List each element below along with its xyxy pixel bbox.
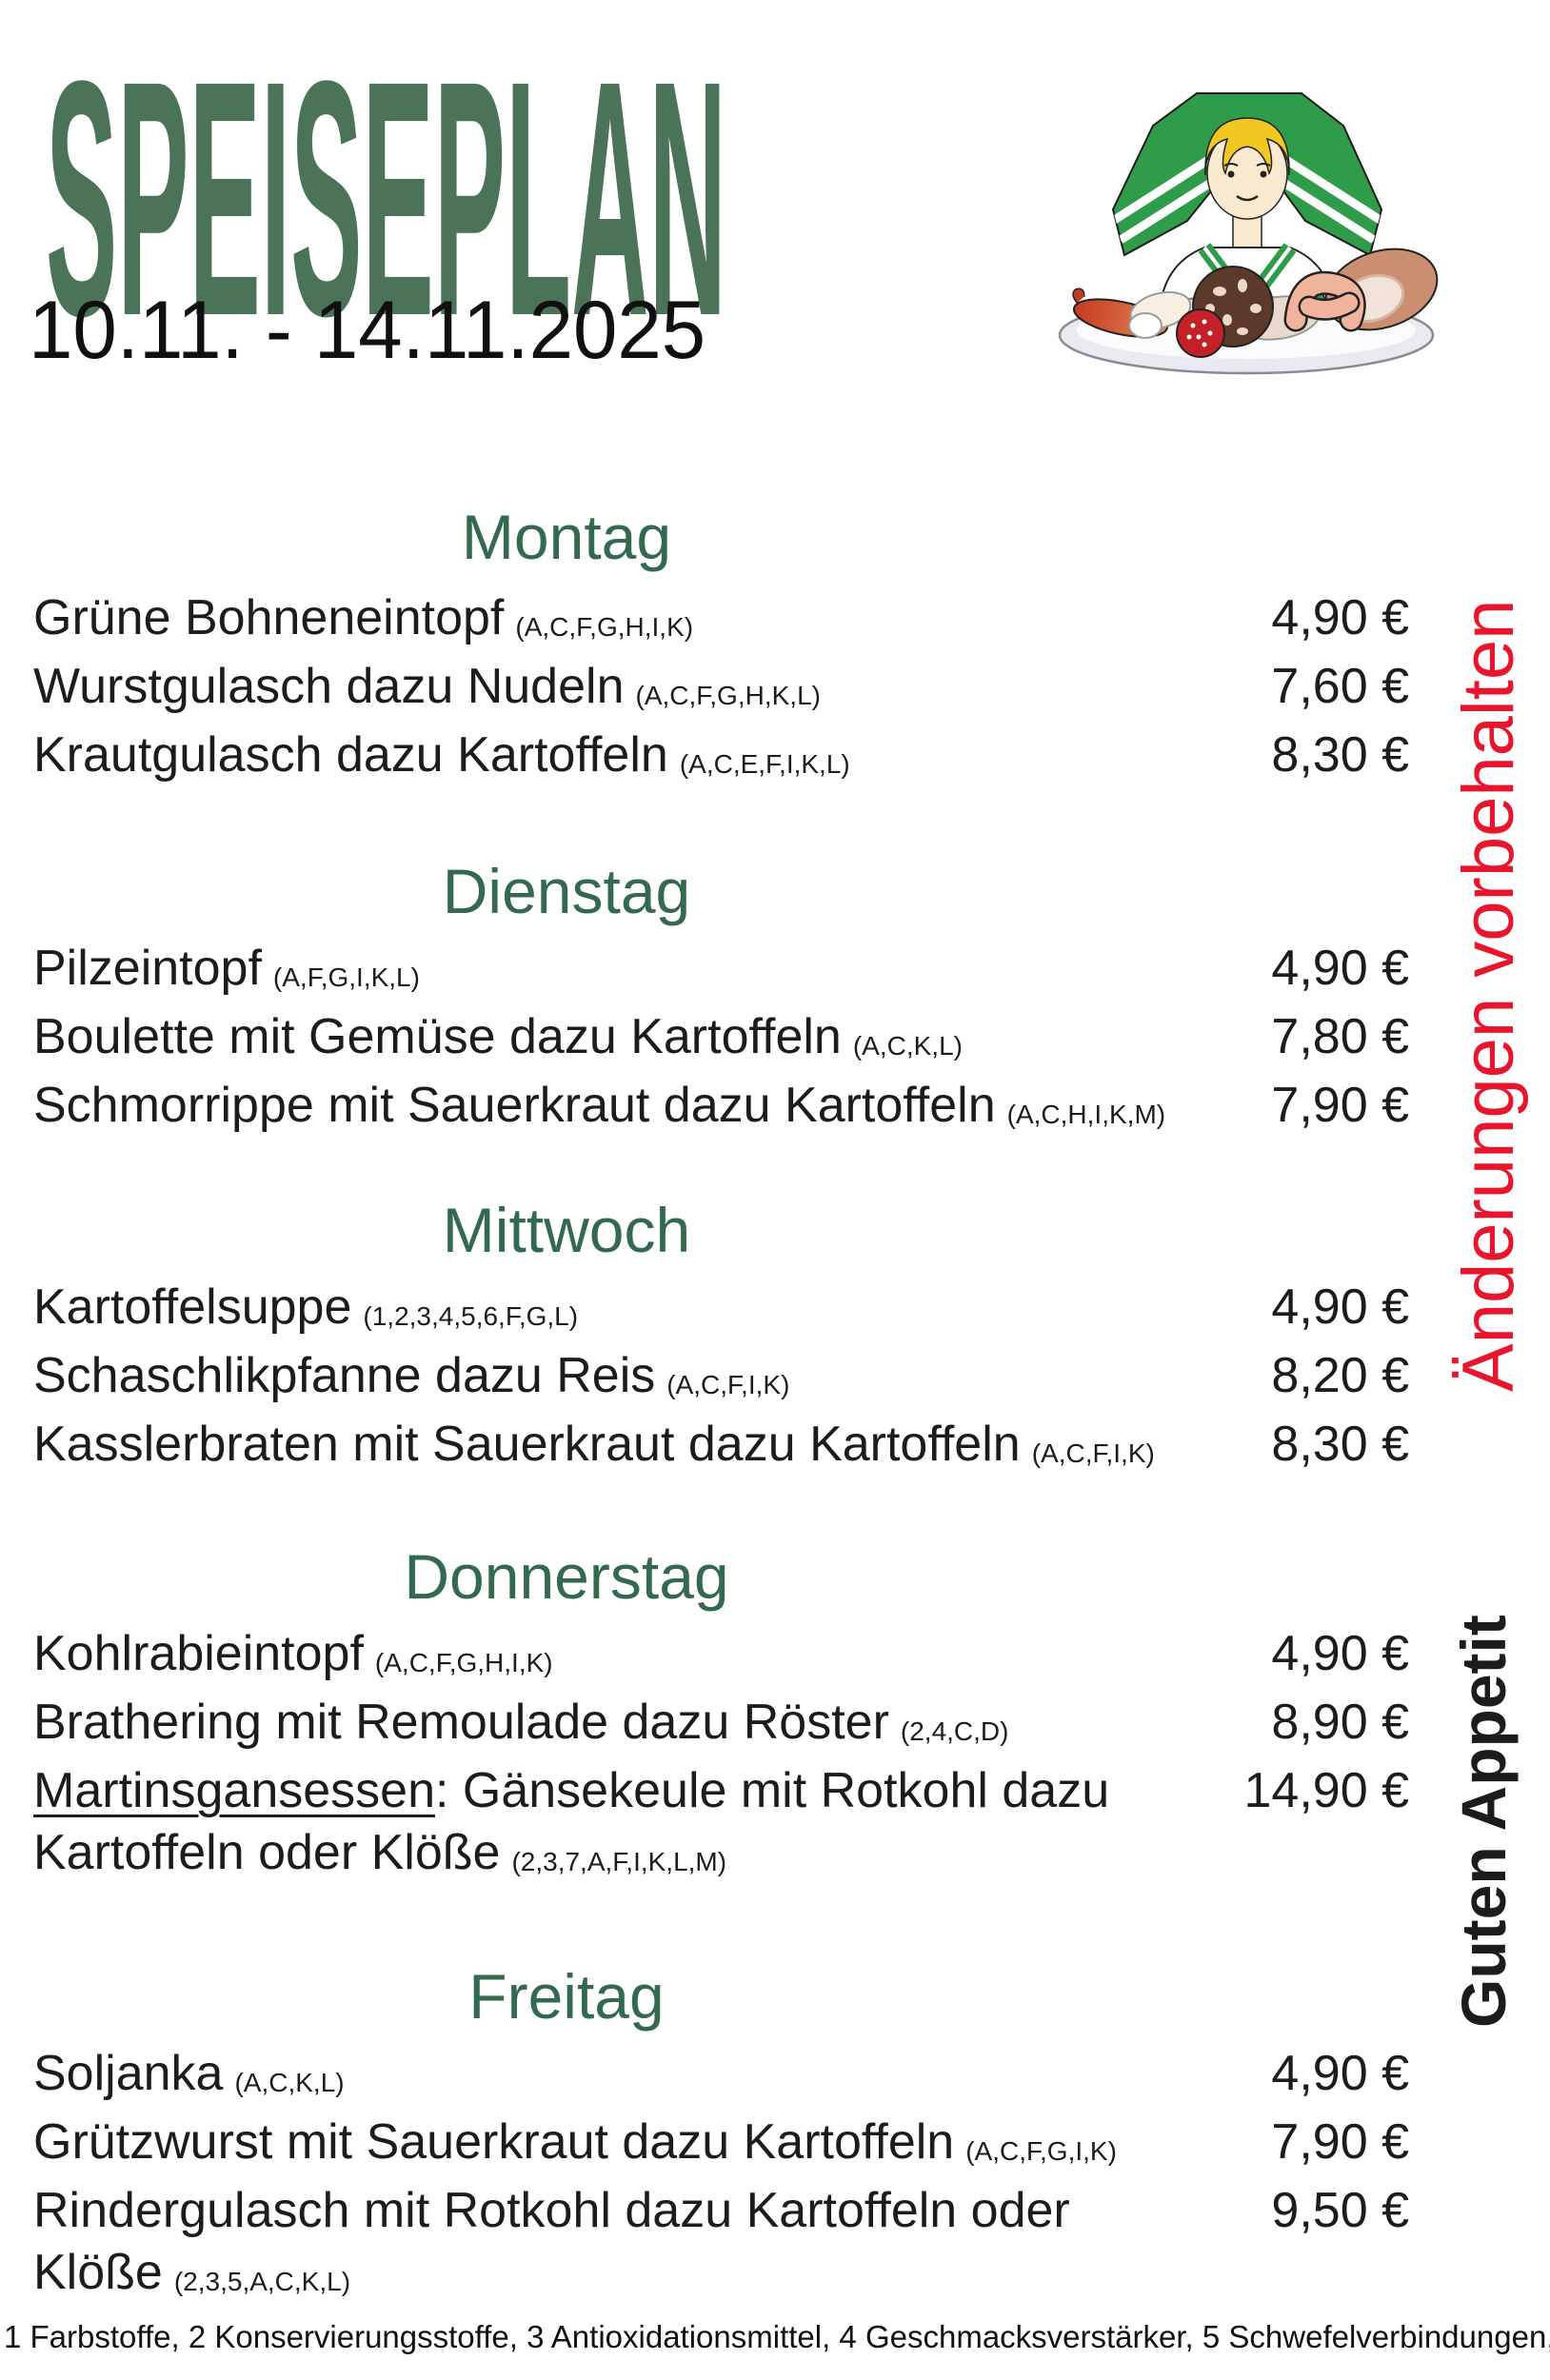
day-section-freitag: Freitag Soljanka (A,C,K,L) 4,90 € Grützwu… — [33, 1959, 1409, 2311]
dish-line-1: Rindergulasch mit Rotkohl dazu Kartoffel… — [33, 2180, 1409, 2242]
dish-name: Grüne Bohneneintopf — [33, 590, 505, 645]
egg — [1128, 312, 1162, 339]
dish-line-2: Kartoffeln oder Klöße (2,3,7,A,F,I,K,L,M) — [33, 1822, 1409, 1891]
dish-name: Kohlrabieintopf — [33, 1626, 364, 1681]
price: 4,90 € — [1271, 941, 1409, 996]
day-section-dienstag: Dienstag Pilzeintopf (A,F,G,I,K,L) 4,90 €… — [33, 854, 1409, 1143]
menu-item: Kasslerbraten mit Sauerkraut dazu Kartof… — [33, 1414, 1409, 1482]
menu-item: Grüne Bohneneintopf (A,C,F,G,H,I,K) 4,90 … — [33, 587, 1409, 656]
salami-fat-dots — [1186, 319, 1213, 347]
menu-item: Wurstgulasch dazu Nudeln (A,C,F,G,H,K,L) … — [33, 656, 1409, 724]
date-range: 10.11. - 14.11.2025 — [29, 285, 706, 376]
menu-item: Soljanka (A,C,K,L) 4,90 € — [33, 2043, 1409, 2112]
menu-item: Boulette mit Gemüse dazu Kartoffeln (A,C,… — [33, 1006, 1409, 1075]
dish-name: Pilzeintopf — [33, 941, 262, 996]
additives-legend: 1 Farbstoffe, 2 Konservierungsstoffe, 3 … — [4, 2319, 1550, 2354]
allergen-codes: (A,C,F,G,H,K,L) — [635, 681, 821, 710]
price: 8,20 € — [1271, 1348, 1409, 1403]
price: 8,30 € — [1271, 1417, 1409, 1472]
allergen-codes: (2,3,7,A,F,I,K,L,M) — [511, 1847, 727, 1876]
menu-item-two-lines: Rindergulasch mit Rotkohl dazu Kartoffel… — [33, 2180, 1409, 2311]
dish-name-underlined: Martinsgansessen — [33, 1763, 435, 1818]
allergen-codes: (A,C,E,F,I,K,L) — [679, 749, 850, 779]
allergen-codes: (A,C,F,I,K) — [666, 1370, 790, 1399]
menu-item: Brathering mit Remoulade dazu Röster (2,4… — [33, 1692, 1409, 1760]
allergen-codes: (A,C,H,I,K,M) — [1006, 1100, 1166, 1129]
price: 4,90 € — [1271, 1626, 1409, 1681]
page-title-art: SPEISEPLAN — [46, 11, 726, 386]
left-eye — [1227, 170, 1235, 178]
menu-item: Schmorrippe mit Sauerkraut dazu Kartoffe… — [33, 1075, 1409, 1143]
salami — [1176, 308, 1225, 358]
dish-name: Wurstgulasch dazu Nudeln — [33, 659, 625, 714]
right-eye — [1260, 170, 1267, 178]
allergen-codes: (A,C,F,I,K) — [1031, 1438, 1155, 1468]
allergen-codes: (A,C,F,G,H,I,K) — [374, 1648, 553, 1677]
blood-sausage-spots — [1205, 279, 1262, 335]
menu-item-two-lines: Martinsgansessen: Gänsekeule mit Rotkohl… — [33, 1760, 1409, 1891]
dish-name: Schaschlikpfanne dazu Reis — [33, 1348, 656, 1403]
menu: Montag Grüne Bohneneintopf (A,C,F,G,H,I,K… — [33, 481, 1409, 2311]
menu-item: Kohlrabieintopf (A,C,F,G,H,I,K) 4,90 € — [33, 1623, 1409, 1692]
price: 7,90 € — [1271, 1078, 1409, 1133]
day-heading: Donnerstag — [404, 1541, 729, 1612]
price: 4,90 € — [1271, 590, 1409, 645]
dish-name: Grützwurst mit Sauerkraut dazu Kartoffel… — [33, 2114, 955, 2170]
price: 8,30 € — [1271, 727, 1409, 783]
day-section-montag: Montag Grüne Bohneneintopf (A,C,F,G,H,I,K… — [33, 500, 1409, 793]
dish-name: Klöße — [33, 2245, 163, 2300]
dish-line-1: Martinsgansessen: Gänsekeule mit Rotkohl… — [33, 1760, 1409, 1822]
headscarf-stripes — [1113, 156, 1381, 244]
allergen-codes: (2,4,C,D) — [900, 1716, 1009, 1746]
allergen-codes: (A,C,K,L) — [852, 1031, 963, 1061]
day-heading: Montag — [461, 502, 672, 572]
allergen-codes: (A,F,G,I,K,L) — [272, 962, 420, 992]
price: 7,60 € — [1271, 659, 1409, 714]
price: 4,90 € — [1271, 2046, 1409, 2101]
page-title: SPEISEPLAN — [46, 11, 726, 386]
dish-line-2: Klöße (2,3,5,A,C,K,L) — [33, 2242, 1409, 2311]
changes-note: Änderungen vorbehalten — [1448, 599, 1529, 1392]
day-heading: Freitag — [468, 1961, 665, 2032]
left-eyebrow — [1223, 163, 1239, 167]
allergen-codes: (2,3,5,A,C,K,L) — [173, 2267, 351, 2296]
dish-name: : Gänsekeule mit Rotkohl dazu — [435, 1763, 1110, 1818]
dish-name: Kartoffelsuppe — [33, 1279, 352, 1335]
dish-name: Schmorrippe mit Sauerkraut dazu Kartoffe… — [33, 1078, 996, 1133]
dish-name: Soljanka — [33, 2046, 224, 2101]
dish-name: Boulette mit Gemüse dazu Kartoffeln — [33, 1009, 842, 1064]
menu-item: Kartoffelsuppe (1,2,3,4,5,6,F,G,L) 4,90 € — [33, 1277, 1409, 1345]
enjoy-note: Guten Appetit — [1448, 1615, 1519, 2028]
hair — [1204, 117, 1290, 176]
dish-name: Kartoffeln oder Klöße — [33, 1825, 501, 1880]
price: 9,50 € — [1271, 2183, 1409, 2238]
allergen-codes: (A,C,F,G,H,I,K) — [515, 612, 694, 642]
menu-item: Pilzeintopf (A,F,G,I,K,L) 4,90 € — [33, 938, 1409, 1006]
price: 7,90 € — [1271, 2114, 1409, 2170]
price: 14,90 € — [1243, 1763, 1410, 1818]
allergen-codes: (A,C,K,L) — [234, 2068, 345, 2097]
dish-name: Brathering mit Remoulade dazu Röster — [33, 1695, 889, 1750]
mouth — [1236, 194, 1259, 202]
dish-name: Krautgulasch dazu Kartoffeln — [33, 727, 668, 783]
dish-name: Rindergulasch mit Rotkohl dazu Kartoffel… — [33, 2183, 1070, 2238]
ring-sausage — [1283, 270, 1366, 332]
price: 7,80 € — [1271, 1009, 1409, 1064]
allergen-codes: (A,C,F,G,I,K) — [965, 2136, 1117, 2166]
day-heading: Dienstag — [442, 856, 691, 926]
dish-name: Kasslerbraten mit Sauerkraut dazu Kartof… — [33, 1417, 1021, 1472]
menu-item: Grützwurst mit Sauerkraut dazu Kartoffel… — [33, 2112, 1409, 2180]
right-eyebrow — [1256, 163, 1271, 167]
day-heading: Mittwoch — [442, 1195, 691, 1265]
menu-item: Schaschlikpfanne dazu Reis (A,C,F,I,K) 8,… — [33, 1345, 1409, 1414]
day-section-mittwoch: Mittwoch Kartoffelsuppe (1,2,3,4,5,6,F,G,… — [33, 1193, 1409, 1482]
price: 8,90 € — [1271, 1695, 1409, 1750]
price: 4,90 € — [1271, 1279, 1409, 1335]
allergen-codes: (1,2,3,4,5,6,F,G,L) — [363, 1301, 579, 1331]
day-section-donnerstag: Donnerstag Kohlrabieintopf (A,C,F,G,H,I,K… — [33, 1539, 1409, 1891]
menu-item: Krautgulasch dazu Kartoffeln (A,C,E,F,I,K… — [33, 724, 1409, 793]
butcher-lady-logo-icon — [1058, 92, 1439, 375]
